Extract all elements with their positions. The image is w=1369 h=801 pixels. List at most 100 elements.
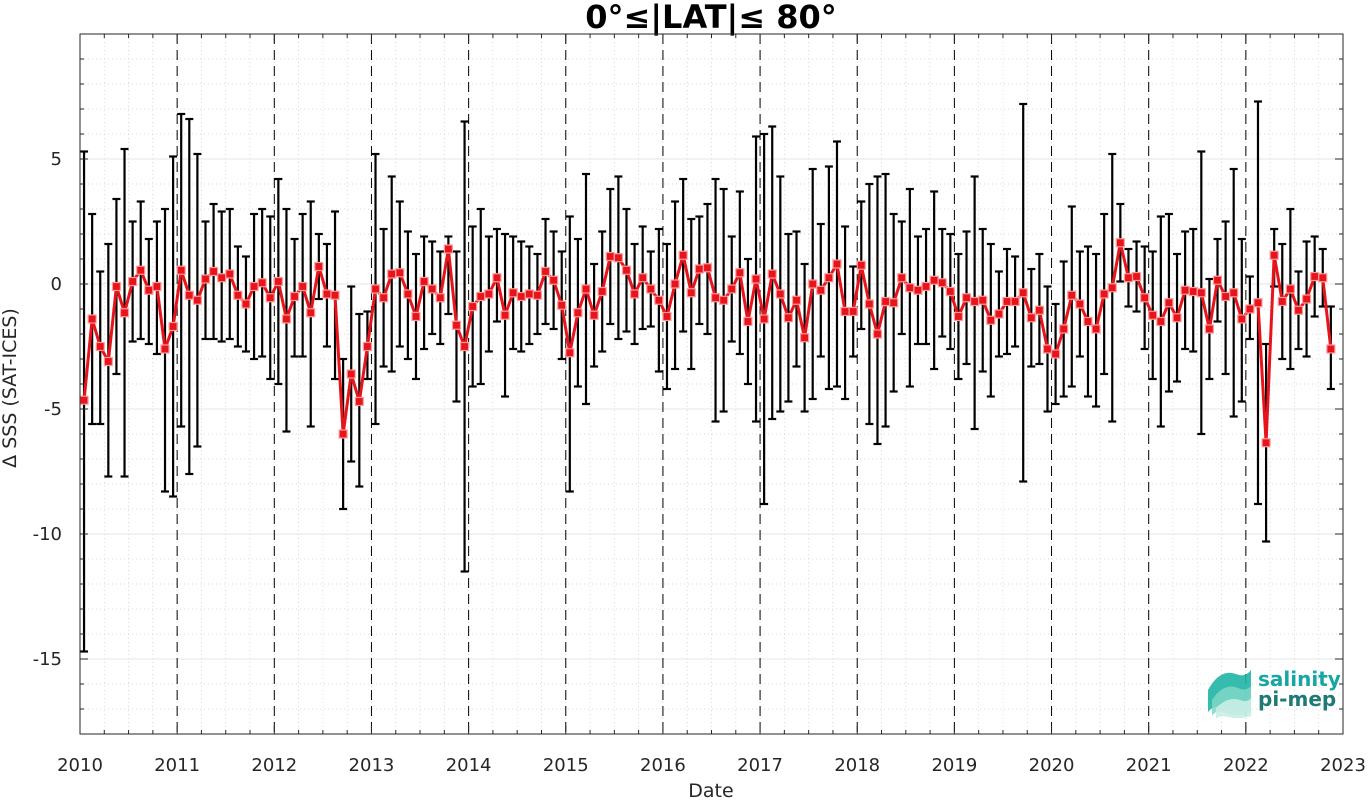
data-point bbox=[338, 429, 348, 439]
data-point bbox=[1091, 324, 1101, 334]
data-point bbox=[289, 291, 300, 302]
data-point bbox=[435, 293, 445, 303]
logo-text-salinity: salinity bbox=[1258, 667, 1341, 691]
data-point bbox=[929, 275, 939, 285]
data-point bbox=[1277, 296, 1287, 307]
data-point bbox=[160, 344, 170, 354]
data-point bbox=[370, 284, 381, 294]
data-point bbox=[694, 264, 704, 274]
data-point bbox=[840, 306, 850, 317]
data-point bbox=[257, 278, 267, 288]
data-point bbox=[646, 284, 656, 294]
data-point bbox=[192, 295, 202, 305]
data-point bbox=[824, 273, 834, 283]
data-point bbox=[427, 284, 437, 294]
data-point bbox=[208, 266, 219, 277]
data-point bbox=[1180, 285, 1190, 295]
x-tick-label: 2020 bbox=[1029, 755, 1075, 776]
data-point bbox=[233, 290, 243, 300]
data-point bbox=[1156, 316, 1166, 327]
data-point bbox=[913, 285, 923, 295]
data-point bbox=[978, 295, 988, 305]
data-point bbox=[937, 278, 947, 288]
data-point bbox=[1042, 344, 1053, 354]
data-point bbox=[670, 279, 680, 289]
data-point bbox=[322, 289, 332, 299]
data-point bbox=[459, 341, 470, 352]
data-point bbox=[111, 281, 122, 292]
data-point bbox=[524, 289, 534, 299]
minor-grid bbox=[79, 33, 1344, 735]
y-tick-label: -15 bbox=[33, 649, 62, 670]
data-point bbox=[1301, 294, 1312, 304]
data-point bbox=[225, 269, 235, 279]
data-point bbox=[1229, 288, 1239, 298]
logo-text-pimep: pi-mep bbox=[1258, 687, 1336, 711]
data-point bbox=[1221, 291, 1231, 302]
data-point bbox=[654, 295, 664, 305]
data-point bbox=[128, 276, 138, 287]
data-point bbox=[281, 314, 292, 324]
data-point bbox=[1164, 298, 1174, 308]
data-point bbox=[330, 290, 340, 300]
data-point bbox=[379, 293, 389, 303]
data-point bbox=[549, 275, 559, 285]
data-point bbox=[1115, 238, 1125, 248]
data-point bbox=[581, 284, 591, 294]
data-point bbox=[557, 300, 567, 310]
x-tick-label: 2019 bbox=[931, 755, 977, 776]
data-point bbox=[662, 311, 672, 322]
y-axis: -15 -10 -5 0 5 bbox=[33, 33, 1343, 735]
data-point bbox=[1212, 275, 1223, 285]
data-point bbox=[621, 265, 632, 275]
data-point bbox=[945, 286, 955, 297]
data-point bbox=[1050, 349, 1061, 359]
data-point bbox=[1099, 289, 1109, 299]
data-point bbox=[451, 320, 462, 330]
x-tick-label: 2017 bbox=[737, 755, 783, 776]
data-point bbox=[1075, 299, 1085, 309]
x-tick-label: 2022 bbox=[1223, 755, 1269, 776]
data-point bbox=[346, 369, 356, 379]
data-point bbox=[1253, 298, 1263, 308]
data-point bbox=[759, 314, 769, 324]
data-point bbox=[136, 265, 146, 275]
data-point bbox=[872, 329, 883, 339]
data-point bbox=[1002, 296, 1012, 307]
data-point bbox=[986, 315, 996, 325]
data-point bbox=[613, 253, 623, 263]
data-point bbox=[1059, 324, 1069, 334]
data-point bbox=[273, 276, 283, 287]
data-point bbox=[783, 313, 794, 323]
x-tick-label: 2010 bbox=[57, 755, 103, 776]
data-point bbox=[492, 273, 502, 283]
y-tick-label: 5 bbox=[51, 149, 62, 170]
x-tick-label: 2016 bbox=[640, 755, 686, 776]
data-point bbox=[719, 295, 729, 305]
data-point bbox=[1204, 324, 1215, 334]
data-point bbox=[468, 301, 478, 312]
y-tick-label: -10 bbox=[33, 524, 62, 545]
data-point bbox=[306, 308, 316, 318]
data-point bbox=[87, 314, 97, 324]
data-point bbox=[508, 288, 518, 298]
year-separators bbox=[176, 34, 1247, 734]
data-point bbox=[1123, 273, 1134, 283]
data-point bbox=[1318, 273, 1328, 283]
y-axis-label: Δ SSS (SAT-ICES) bbox=[0, 308, 21, 468]
data-point bbox=[800, 333, 810, 343]
data-point bbox=[1261, 438, 1271, 448]
error-bars bbox=[80, 100, 1335, 653]
data-point bbox=[95, 341, 105, 352]
data-point bbox=[1237, 314, 1247, 324]
data-point bbox=[354, 396, 364, 407]
data-point bbox=[1172, 313, 1182, 323]
x-tick-label: 2014 bbox=[446, 755, 492, 776]
data-point bbox=[678, 250, 688, 260]
data-point bbox=[103, 356, 113, 367]
data-point bbox=[540, 266, 551, 277]
data-point bbox=[889, 298, 899, 308]
data-point bbox=[589, 310, 599, 320]
data-point bbox=[743, 316, 753, 327]
